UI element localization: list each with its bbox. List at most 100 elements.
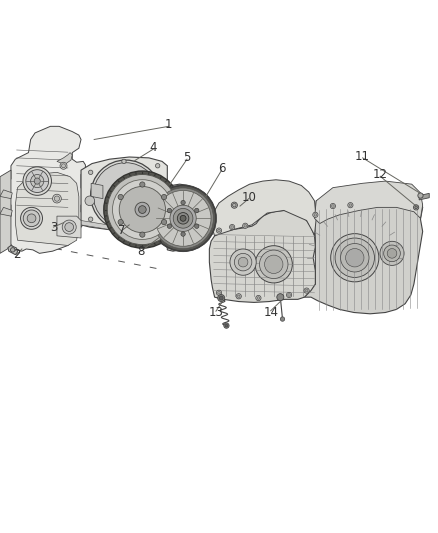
Ellipse shape <box>140 232 145 237</box>
Ellipse shape <box>54 196 60 201</box>
Ellipse shape <box>155 223 160 227</box>
Text: 8: 8 <box>138 245 145 257</box>
Ellipse shape <box>259 250 288 279</box>
Ellipse shape <box>231 226 233 229</box>
Ellipse shape <box>346 248 364 267</box>
Ellipse shape <box>413 205 419 210</box>
Ellipse shape <box>231 202 237 208</box>
Ellipse shape <box>183 208 196 221</box>
Ellipse shape <box>173 208 193 228</box>
Ellipse shape <box>53 194 61 203</box>
Ellipse shape <box>203 204 207 207</box>
Ellipse shape <box>194 224 199 229</box>
Ellipse shape <box>313 212 318 217</box>
Ellipse shape <box>225 324 228 327</box>
Ellipse shape <box>107 174 178 245</box>
Ellipse shape <box>104 171 181 248</box>
Ellipse shape <box>11 248 15 252</box>
Ellipse shape <box>305 289 308 292</box>
Ellipse shape <box>218 292 220 294</box>
Ellipse shape <box>65 223 74 231</box>
Ellipse shape <box>216 228 222 233</box>
Ellipse shape <box>88 217 93 221</box>
Ellipse shape <box>177 213 189 224</box>
Polygon shape <box>91 183 103 199</box>
Ellipse shape <box>304 288 309 293</box>
Ellipse shape <box>233 204 236 207</box>
Ellipse shape <box>118 220 123 225</box>
Ellipse shape <box>140 182 145 187</box>
Ellipse shape <box>237 295 240 297</box>
Ellipse shape <box>244 224 247 227</box>
Ellipse shape <box>218 229 220 232</box>
Text: 7: 7 <box>118 224 126 237</box>
Polygon shape <box>0 170 11 253</box>
Ellipse shape <box>314 214 317 216</box>
Text: 12: 12 <box>373 168 388 181</box>
Polygon shape <box>8 246 18 255</box>
Ellipse shape <box>243 223 248 229</box>
Ellipse shape <box>167 208 172 213</box>
Ellipse shape <box>234 253 252 271</box>
Ellipse shape <box>335 238 374 278</box>
Polygon shape <box>212 180 316 236</box>
Ellipse shape <box>162 220 167 225</box>
Ellipse shape <box>224 323 229 328</box>
Polygon shape <box>15 172 79 246</box>
Text: 5: 5 <box>184 151 191 164</box>
Ellipse shape <box>202 202 208 208</box>
Ellipse shape <box>256 295 261 301</box>
Ellipse shape <box>118 195 123 200</box>
Ellipse shape <box>135 202 150 217</box>
Ellipse shape <box>387 248 397 258</box>
Ellipse shape <box>238 257 248 267</box>
Ellipse shape <box>384 245 400 262</box>
Ellipse shape <box>255 246 293 283</box>
Text: 6: 6 <box>218 163 226 175</box>
Polygon shape <box>7 126 85 253</box>
Polygon shape <box>304 185 423 314</box>
Polygon shape <box>419 193 429 200</box>
Ellipse shape <box>280 317 285 321</box>
Text: 4: 4 <box>149 141 157 154</box>
Ellipse shape <box>219 296 223 300</box>
Polygon shape <box>167 184 207 251</box>
Ellipse shape <box>180 215 186 221</box>
Ellipse shape <box>257 297 260 300</box>
Ellipse shape <box>155 164 160 168</box>
Polygon shape <box>0 207 12 216</box>
Polygon shape <box>81 157 167 231</box>
Polygon shape <box>314 181 423 223</box>
Ellipse shape <box>61 164 65 168</box>
Ellipse shape <box>27 214 36 223</box>
Ellipse shape <box>216 290 222 295</box>
Text: 13: 13 <box>208 305 223 319</box>
Polygon shape <box>81 219 167 231</box>
Ellipse shape <box>23 210 40 227</box>
Ellipse shape <box>288 294 290 296</box>
Ellipse shape <box>331 233 379 282</box>
Ellipse shape <box>150 185 216 251</box>
Polygon shape <box>0 190 12 199</box>
Ellipse shape <box>93 163 158 228</box>
Ellipse shape <box>153 188 213 249</box>
Ellipse shape <box>236 294 241 299</box>
Ellipse shape <box>330 204 336 209</box>
Ellipse shape <box>380 241 404 265</box>
Ellipse shape <box>418 193 423 198</box>
Ellipse shape <box>277 294 284 301</box>
Ellipse shape <box>185 211 193 219</box>
Ellipse shape <box>88 170 93 174</box>
Ellipse shape <box>60 162 67 169</box>
Ellipse shape <box>194 208 199 213</box>
Text: 14: 14 <box>263 305 278 319</box>
Ellipse shape <box>265 255 283 273</box>
Ellipse shape <box>286 292 292 297</box>
Ellipse shape <box>31 174 44 188</box>
Ellipse shape <box>34 178 40 184</box>
Ellipse shape <box>122 225 126 230</box>
Ellipse shape <box>167 224 172 229</box>
Text: 3: 3 <box>50 221 57 233</box>
Text: 1: 1 <box>165 118 173 131</box>
Ellipse shape <box>119 187 166 233</box>
